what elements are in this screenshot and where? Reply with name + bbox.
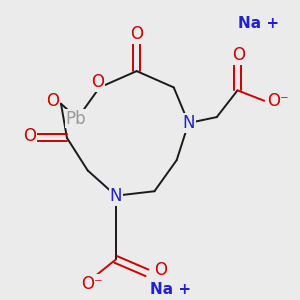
Text: O: O [232,46,245,64]
Text: O⁻: O⁻ [267,92,288,110]
Text: N: N [110,187,122,205]
Text: O: O [154,262,167,280]
Text: N: N [182,114,195,132]
Text: O⁻: O⁻ [81,275,103,293]
Text: O: O [92,73,105,91]
Text: Na +: Na + [150,282,191,297]
Text: Pb: Pb [65,110,86,128]
Text: Na +: Na + [238,16,279,31]
Text: O: O [46,92,59,110]
Text: O: O [23,128,36,146]
Text: O: O [130,25,143,43]
